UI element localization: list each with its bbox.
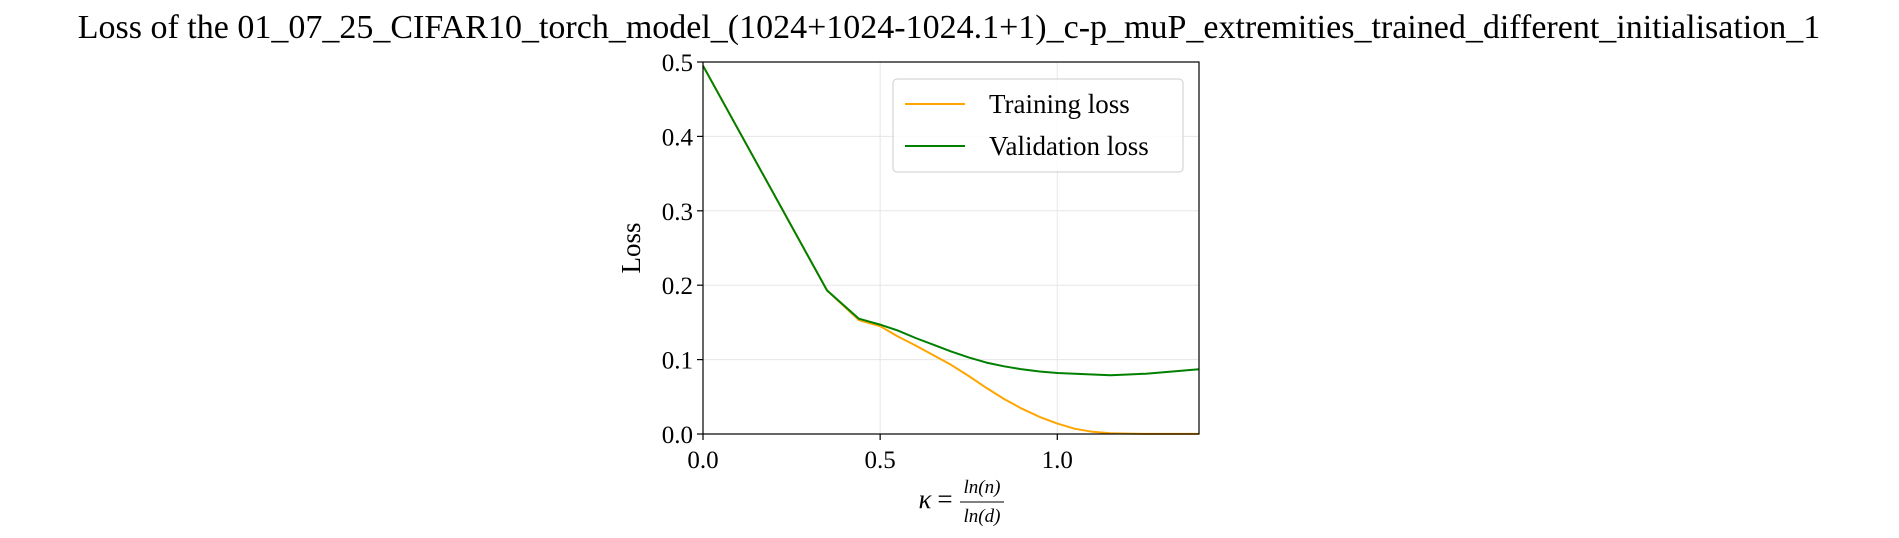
- x-tick-label: 0.5: [865, 447, 896, 474]
- y-tick-label: 0.0: [662, 422, 693, 449]
- x-axis-ticks: 0.0 0.5 1.0: [687, 434, 1073, 474]
- plot-frame: [702, 61, 1200, 435]
- x-axis-label: κ = ln(n) ln(d): [919, 477, 1004, 527]
- series-line-validation-loss: [702, 65, 1200, 377]
- y-tick-label: 0.5: [662, 50, 693, 77]
- x-axis-label-equals: =: [937, 484, 952, 514]
- x-tick-label: 0.0: [687, 447, 718, 474]
- y-axis-label: Loss: [616, 222, 646, 273]
- y-axis-ticks: 0.0 0.1 0.2 0.3 0.4 0.5: [662, 50, 703, 449]
- y-tick-label: 0.1: [662, 348, 693, 375]
- y-tick-label: 0.4: [662, 124, 694, 151]
- x-axis-label-denominator: ln(d): [964, 506, 1001, 527]
- x-tick-label: 1.0: [1042, 447, 1073, 474]
- y-tick-label: 0.2: [662, 273, 693, 300]
- y-tick-label: 0.3: [662, 199, 693, 226]
- x-axis-label-numerator: ln(n): [964, 477, 1001, 498]
- chart-title: Loss of the 01_07_25_CIFAR10_torch_model…: [78, 9, 1821, 46]
- legend-box: [892, 78, 1184, 173]
- legend-label: Training loss: [989, 89, 1130, 119]
- legend-label: Validation loss: [989, 131, 1149, 161]
- legend: Training loss Validation loss: [892, 78, 1184, 173]
- x-axis-label-symbol: κ: [919, 484, 933, 514]
